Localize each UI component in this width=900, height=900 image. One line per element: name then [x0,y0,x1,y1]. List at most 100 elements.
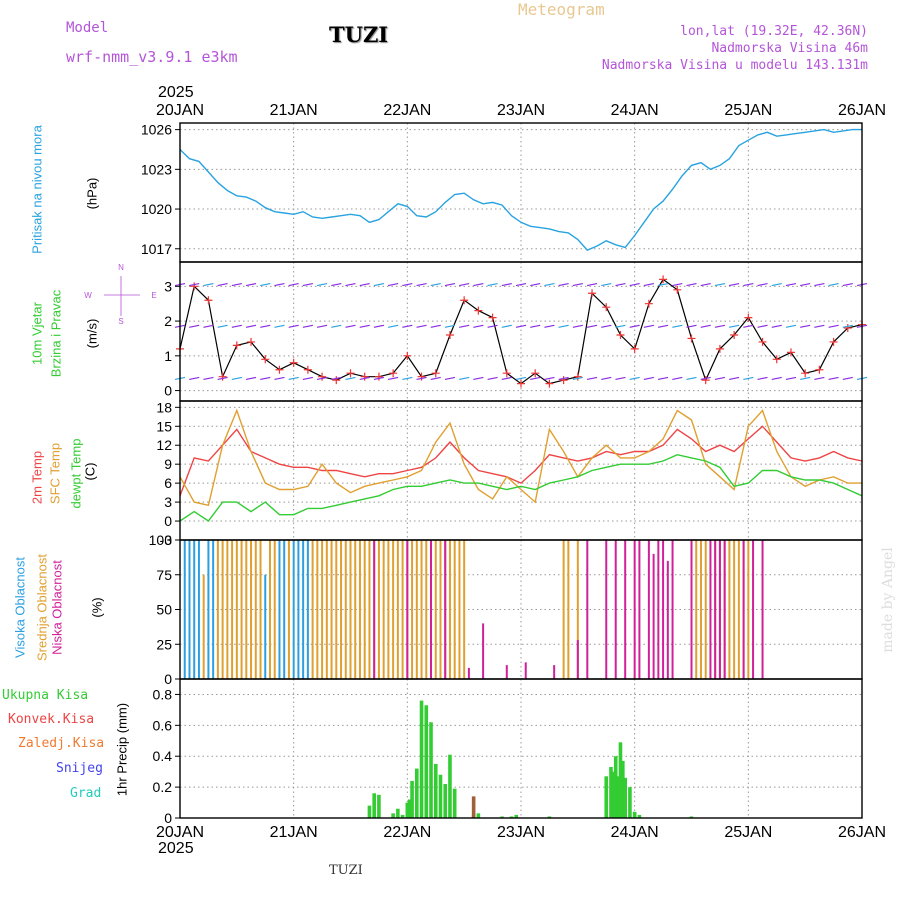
xtick-label-top: 21JAN [270,102,318,119]
wind-direction-arrow [615,376,626,381]
wind-direction-arrow [331,324,342,328]
precip-bar [415,768,419,818]
xtick-label-bottom: 26JAN [838,824,886,841]
wind-direction-arrow [245,376,257,381]
pressure-series [179,128,862,251]
precip-bar [443,784,448,818]
wind-speed-marker [772,355,781,364]
wind-speed-marker [474,306,483,315]
wind-direction-arrow [643,376,654,381]
wind-direction-arrow [785,376,797,381]
precip-bar [623,777,627,818]
wind-direction-arrow [373,324,385,328]
wind-direction-arrow [530,376,541,381]
wind-direction-arrow [828,324,839,328]
wind-direction-arrow [657,324,669,328]
wind-direction-arrow [814,282,825,287]
ytick-label: 6 [164,475,172,491]
wind-direction-arrow [672,282,683,287]
precip-bar [689,816,694,818]
wind-speed-marker [801,369,810,378]
wind-direction-arrow [316,376,328,381]
wind-speed-marker [502,369,511,378]
precip-bar [433,763,438,818]
wind-direction-arrow [203,376,214,381]
wind-direction-arrow [558,282,569,287]
wind-direction-arrow [444,324,456,328]
wind-speed-marker [701,376,710,385]
precip-bar [405,802,410,818]
ytick-label: 0 [164,671,172,687]
ytick-label: -3 [160,532,173,548]
model-elevation-label: Nadmorska Visina u modelu 143.131m [601,58,868,73]
station-title: TUZI [329,22,389,47]
wind-speed-marker [815,365,824,374]
wind-speed-marker [730,330,739,339]
wind-direction-arrow [217,324,228,328]
precip-bar [476,813,481,818]
xtick-label-top: 22JAN [383,102,431,119]
wind-direction-arrow [814,376,825,381]
wind-direction-arrow [231,324,242,328]
precip-bar [367,805,372,818]
elevation-label: Nadmorska Visina 46m [711,41,868,56]
wind-direction-arrow [217,376,228,381]
wind-direction-arrow [657,376,669,381]
ytick-label: 1 [164,348,172,364]
xtick-label-top: 20JAN [156,102,204,119]
wind-direction-arrow [800,324,811,328]
ytick-label: 0.2 [153,779,173,795]
wind-direction-arrow [345,376,356,381]
wind-direction-arrow [743,324,754,328]
wind-direction-arrow [359,324,370,328]
compass-north: N [118,263,124,272]
wind-speed-marker [389,369,398,378]
wind-speed-marker [715,344,724,353]
wind-direction-arrow [274,376,285,381]
precip-bar [618,742,623,818]
wind-direction-arrow [629,282,640,287]
wind-speed-marker [687,334,696,343]
wind-speed-marker [318,372,327,381]
wind-direction-arrow [771,376,782,381]
ytick-label: 3 [164,278,172,294]
footer-station: TUZI [329,863,363,878]
legend-conv-rain: Konvek.Kisa [8,712,95,727]
xtick-label-bottom: 20JAN [156,824,204,841]
wind-direction-arrow [402,282,413,287]
wind-direction-arrow [743,282,754,287]
panel-frame-precip [179,678,863,819]
wind-direction-arrow [189,282,200,287]
xtick-label-bottom: 25JAN [724,824,772,841]
wind-speed-marker [346,369,355,378]
wind-speed-marker [517,379,525,388]
precip-bar [424,705,429,818]
wind-direction-arrow [800,376,811,381]
wind-direction-arrow [828,282,839,287]
wind-speed-marker [602,303,611,312]
wind-direction-arrow [388,376,399,381]
precip-bar [611,771,616,818]
compass-west: W [84,291,92,300]
wind-direction-arrow [672,376,683,381]
wind-direction-arrow [459,376,470,381]
wind-direction-arrow [700,282,711,287]
wind-direction-arrow [572,324,583,328]
xtick-label-top: 24JAN [611,102,659,119]
wind-direction-arrow [714,324,726,328]
wind-direction-arrow [217,282,228,287]
ytick-label: 12 [156,437,172,453]
wind-direction-arrow [515,324,527,328]
wind-direction-arrow [231,376,242,381]
wind-direction-arrow [416,324,427,328]
wind-direction-arrow [302,324,313,328]
wind-direction-arrow [757,376,768,381]
wind-direction-arrow [473,282,484,287]
wind-direction-arrow [345,282,356,287]
ytick-label: 0.4 [153,748,173,764]
wind-direction-arrow [288,324,299,328]
precip-bar [377,794,381,818]
wind-direction-arrow [530,282,541,287]
wind-speed-marker [673,285,682,294]
precip-bar [547,816,552,818]
